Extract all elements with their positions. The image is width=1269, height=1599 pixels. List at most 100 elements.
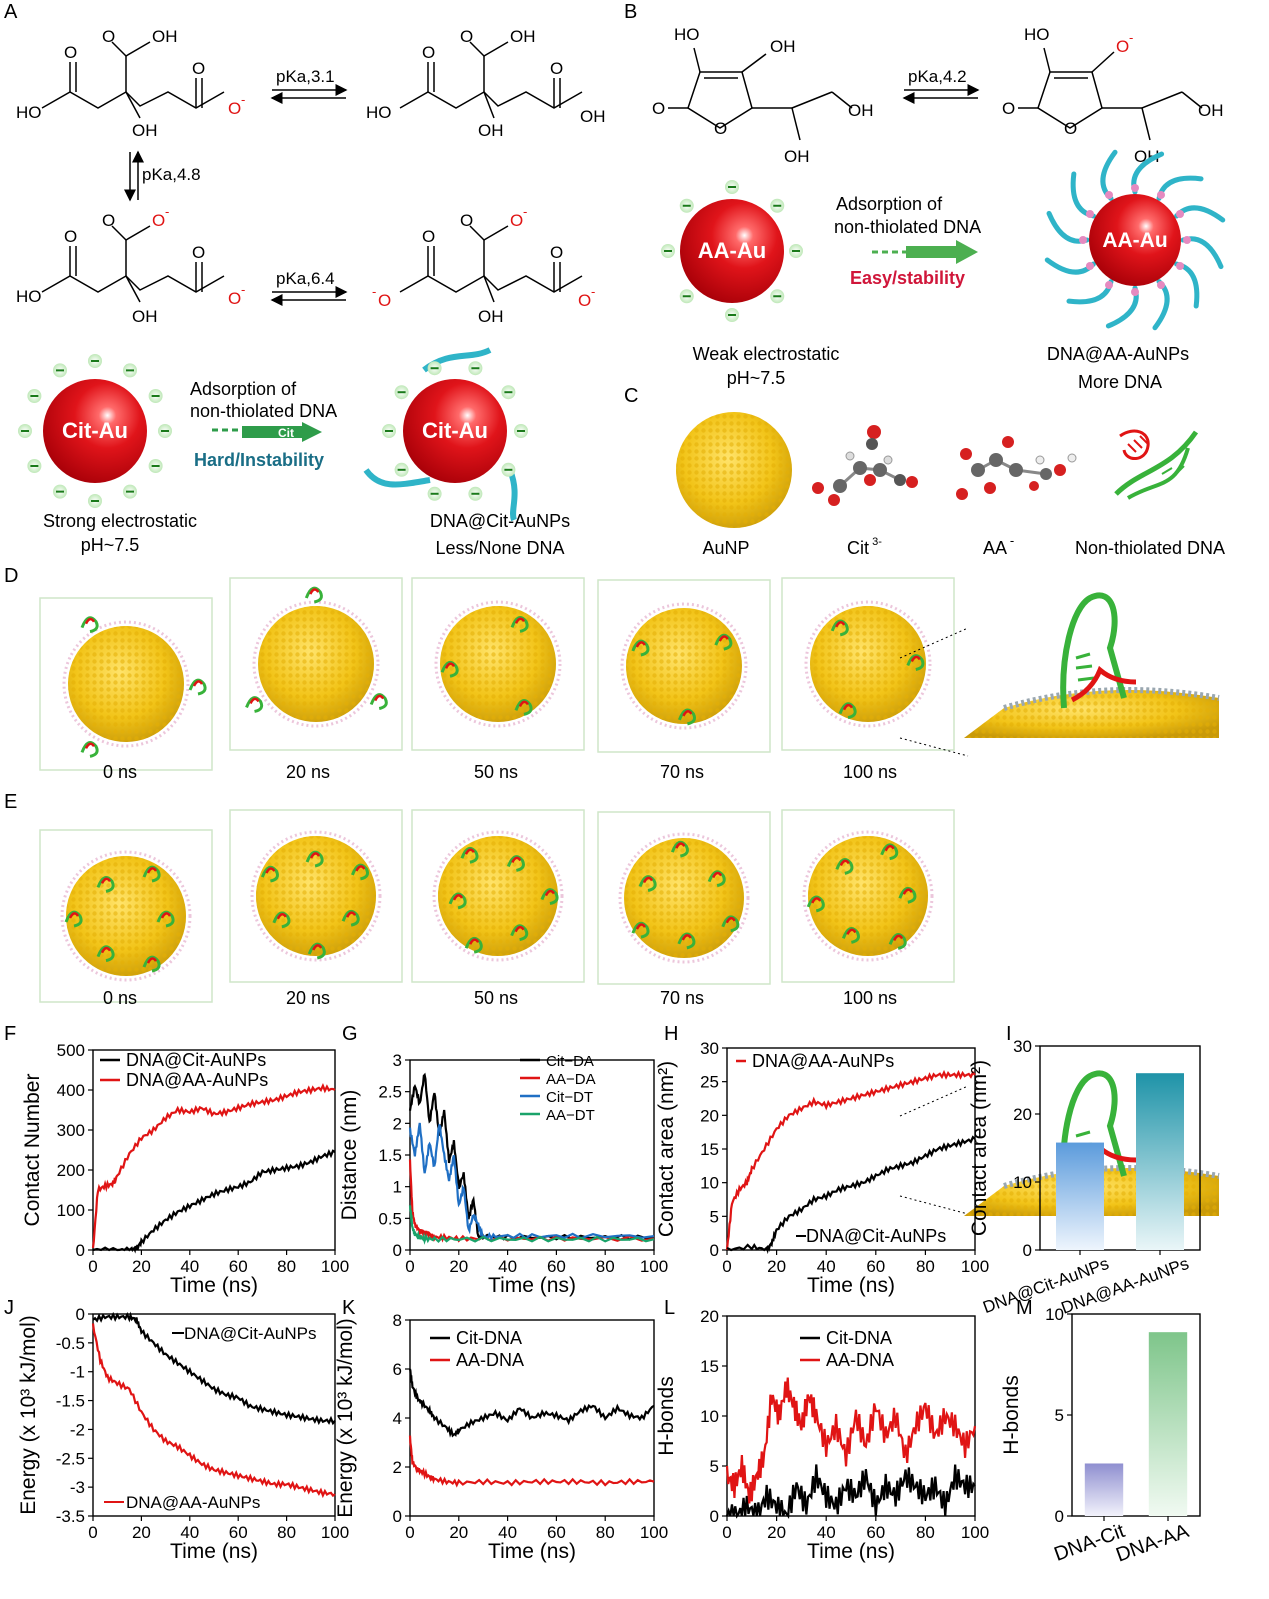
y-tick-label: 10 [1045,1305,1064,1324]
y-tick-label: 2.5 [378,1083,402,1102]
x-tick-label: 80 [277,1257,296,1276]
x-tick-label: 40 [498,1257,517,1276]
ligand-shell [60,850,192,982]
dna-base-icon [160,912,172,919]
label-cit: Cit [847,538,869,558]
negative-charge-icon [501,385,516,400]
ligand-shell [250,830,382,962]
x-axis-label: Time (ns) [807,1540,895,1563]
negative-charge-icon [427,486,442,501]
negative-charge-icon [394,462,409,477]
series-line-1 [92,1148,336,1254]
y-tick-label: -0.5 [56,1334,85,1353]
y-tick-label: 20 [700,1106,719,1125]
y-axis-label: Contact area (nm²) [655,1061,678,1237]
y-tick-label: 3 [393,1051,402,1070]
dna-helix-icon [80,616,99,634]
dna-helix-icon [707,870,726,888]
charge-sign: - [591,284,595,299]
atom-label: O [714,119,727,138]
negative-charge-icon [770,289,785,304]
dna-helix-icon [188,678,207,696]
dna-contact-bases [1070,665,1137,703]
y-tick-label: 10 [1013,1173,1032,1192]
x-tick-label: 20 [767,1523,786,1542]
negative-charge-icon [770,198,785,213]
x-tick-label: 100 [640,1523,668,1542]
gold-atom-texture [438,836,558,956]
negative-charge-icon [514,424,528,438]
panel-label-A: A [4,1,18,23]
panel-label-I: I [1006,1023,1012,1045]
label-aa: AA [983,538,1007,558]
dna-helix-icon [80,741,99,758]
dna-base-icon [146,957,158,964]
time-label-e: 50 ns [474,988,518,1008]
legend-label: AA-DNA [826,1350,894,1370]
series-line-1 [725,1069,976,1251]
charge-sign: - [1129,30,1133,45]
y-tick-label: 0 [393,1507,402,1526]
anchor-point-icon [1079,236,1087,244]
anchor-point-icon [1085,210,1094,218]
dna-helix-icon [838,702,857,720]
x-tick-label: 80 [596,1523,615,1542]
arrow-badge: Cit [278,426,294,440]
gold-atom-texture [68,626,184,742]
atom-label-anion: O [152,211,165,230]
dna-strand-icon [1066,279,1114,305]
dna-base-icon [84,742,96,749]
dna-base-icon [725,916,736,924]
y-axis-label: H-bonds [1000,1375,1023,1454]
dna-helix-icon [888,933,907,950]
y-tick-label: 300 [57,1121,85,1140]
time-label-e: 70 ns [660,988,704,1008]
legend-label: AA−DT [546,1107,595,1124]
cit-au-particle-left: Cit-Au [18,354,172,508]
atom-label-anion: O [228,99,241,118]
zoom-guide [899,627,969,659]
atom-label: O [192,59,205,78]
dna-helix-icon [721,915,740,933]
atom-label: HO [16,103,42,122]
negative-charge-icon [468,486,483,501]
dna-arrow-aa: Adsorption of non-thiolated DNA Easy/sta… [834,194,981,288]
anchor-point-icon [1131,184,1139,192]
panel-a-chemistry [41,41,583,306]
particle-label: Cit-Au [422,418,488,443]
atom-label-anion: O [228,289,241,308]
atom-label-anion: O [378,291,391,310]
dna-helix-icon [510,924,529,942]
panel-label-M: M [1016,1297,1033,1319]
legend-label: Cit-DNA [456,1328,522,1348]
dna-helix-icon [906,654,925,671]
atom-label-anion: O [510,211,523,230]
caption-strong-electrostatic: Strong electrostatic [43,511,197,531]
series-line-1 [408,1072,655,1241]
anchor-point-icon [1085,262,1094,270]
charge-sign: - [523,204,527,219]
chart-j: 0 -0.5 -1 -1.5 -2 -2.5 -3 -3.5 Energy (x 10³ kJ/… [17,1305,349,1563]
y-tick-label: 30 [700,1039,719,1058]
negative-charge-icon [661,244,675,258]
zoom-guide [899,1195,969,1215]
atom-label: O [102,211,115,230]
dna-aa-aunp: AA-Au [1044,149,1226,331]
negative-charge-icon [53,363,67,378]
panel-label-K: K [342,1297,356,1319]
y-tick-label: 500 [57,1041,85,1060]
negative-charge-icon [148,459,163,473]
y-tick-label: 200 [57,1161,85,1180]
gold-atom-texture [624,838,744,958]
bar-2 [1136,1073,1184,1250]
x-tick-label: 80 [916,1523,935,1542]
series-line-2 [91,1082,336,1249]
series-line-2 [725,1377,977,1504]
zoom-guide [899,1085,969,1117]
y-tick-label: 5 [710,1207,719,1226]
ligand-shell [620,602,748,730]
label-aunp: AuNP [702,538,749,558]
legend-label: Cit−DT [546,1089,593,1106]
particle-label: AA-Au [1102,229,1167,252]
atom-label: OH [152,27,178,46]
